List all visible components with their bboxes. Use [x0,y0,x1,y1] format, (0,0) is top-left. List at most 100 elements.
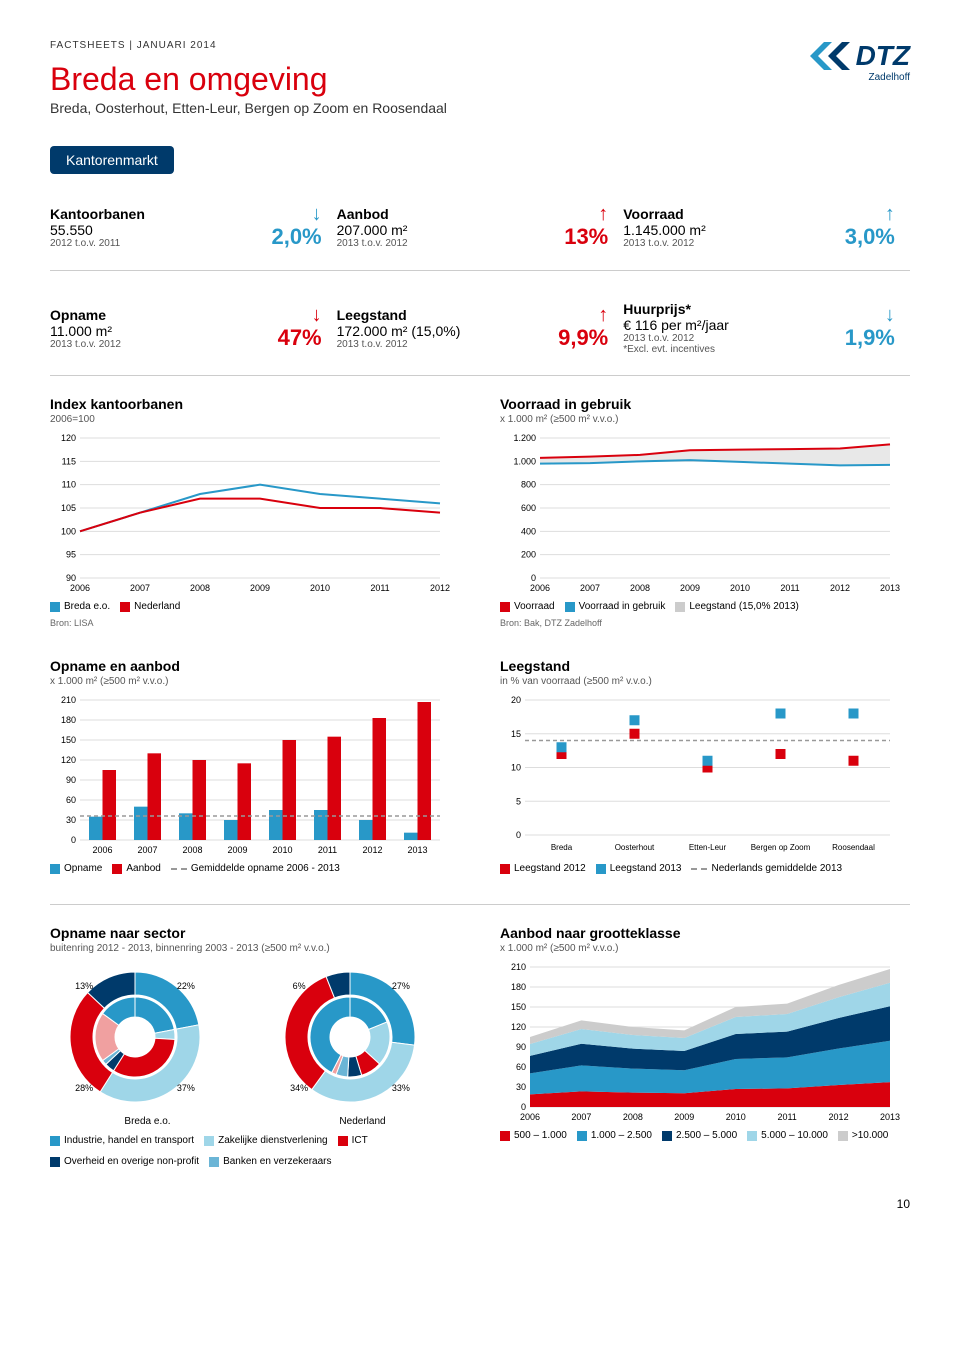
svg-text:150: 150 [61,735,76,745]
svg-text:6%: 6% [293,981,306,991]
header: FACTSHEETS | JANUARI 2014 Breda en omgev… [50,40,910,116]
svg-text:150: 150 [511,1002,526,1012]
eyebrow: FACTSHEETS | JANUARI 2014 [50,40,810,51]
svg-text:120: 120 [61,433,76,443]
svg-text:10: 10 [511,763,521,773]
metric-sub: 2013 t.o.v. 2012 [337,339,558,350]
svg-text:90: 90 [516,1042,526,1052]
page-subtitle: Breda, Oosterhout, Etten-Leur, Bergen op… [50,100,810,116]
svg-text:2013: 2013 [880,1112,900,1122]
metric-label: Aanbod [337,206,565,222]
arrow-icon: ↑ [845,204,895,224]
svg-text:2010: 2010 [730,583,750,593]
svg-text:30: 30 [66,815,76,825]
svg-text:120: 120 [511,1022,526,1032]
header-text: FACTSHEETS | JANUARI 2014 Breda en omgev… [50,40,810,116]
svg-text:2011: 2011 [318,845,337,855]
svg-text:27%: 27% [392,981,410,991]
arrow-icon: ↑ [564,204,608,224]
line-chart: 02004006008001.0001.20020062007200820092… [500,433,900,593]
svg-text:2011: 2011 [780,583,799,593]
svg-text:115: 115 [62,456,76,466]
arrow-icon: ↓ [845,305,895,325]
donut-chart-nederland: 27%33%34%6% [265,962,435,1112]
chart-opname-aanbod: Opname en aanbod x 1.000 m² (≥500 m² v.v… [50,658,460,874]
svg-text:2006: 2006 [520,1112,540,1122]
page-title: Breda en omgeving [50,61,810,98]
legend: Breda e.o.Nederland [50,601,460,612]
metric-value: 11.000 m² [50,323,278,339]
chart-index-kantoorbanen: Index kantoorbanen 2006=100 909510010511… [50,396,460,628]
svg-text:120: 120 [61,755,76,765]
svg-text:2012: 2012 [830,583,850,593]
metric-sub: 2012 t.o.v. 2011 [50,238,271,249]
arrow-icon: ↑ [558,305,608,325]
svg-text:2007: 2007 [130,583,150,593]
svg-text:90: 90 [66,573,76,583]
separator [50,375,910,376]
metric-card: Huurprijs* € 116 per m²/jaar 2013 t.o.v.… [623,291,910,365]
separator [50,904,910,905]
svg-text:Bergen op Zoom: Bergen op Zoom [751,843,811,852]
metrics-grid: Kantoorbanen 55.550 2012 t.o.v. 2011 ↓ 2… [50,194,910,365]
svg-text:5: 5 [516,796,521,806]
svg-text:210: 210 [511,962,526,972]
metric-sub: 2013 t.o.v. 2012 [623,333,844,344]
metric-card: Leegstand 172.000 m² (15,0%) 2013 t.o.v.… [337,291,624,365]
svg-text:400: 400 [521,526,536,536]
svg-text:Oosterhout: Oosterhout [615,843,655,852]
legend: Leegstand 2012 Leegstand 2013 Nederlands… [500,863,910,874]
svg-text:2009: 2009 [674,1112,694,1122]
svg-text:210: 210 [61,695,76,705]
metric-label: Opname [50,307,278,323]
svg-text:2009: 2009 [250,583,270,593]
svg-text:20: 20 [511,695,521,705]
svg-text:95: 95 [66,550,76,560]
svg-text:1.200: 1.200 [513,433,536,443]
svg-text:2006: 2006 [70,583,90,593]
page-number: 10 [50,1197,910,1211]
svg-text:33%: 33% [392,1083,410,1093]
legend: VoorraadVoorraad in gebruikLeegstand (15… [500,601,910,612]
metric-sub: 2013 t.o.v. 2012 [337,238,565,249]
area-chart: 0306090120150180210200620072008200920102… [500,962,900,1122]
section-tag: Kantorenmarkt [50,146,174,174]
svg-text:800: 800 [521,480,536,490]
metric-value: 207.000 m² [337,222,565,238]
svg-text:1.000: 1.000 [513,456,536,466]
svg-text:2010: 2010 [272,845,292,855]
metric-label: Kantoorbanen [50,206,271,222]
metric-pct: 3,0% [845,224,895,250]
svg-text:2010: 2010 [726,1112,746,1122]
point-chart: 05101520BredaOosterhoutEtten-LeurBergen … [500,695,900,855]
svg-text:110: 110 [62,480,76,490]
svg-text:200: 200 [521,550,536,560]
logo-text: DTZ [856,40,910,72]
svg-text:2007: 2007 [137,845,157,855]
bar-chart: 0306090120150180210200620072008200920102… [50,695,450,855]
svg-text:60: 60 [516,1062,526,1072]
svg-text:Roosendaal: Roosendaal [832,843,875,852]
svg-text:30: 30 [516,1082,526,1092]
svg-text:2008: 2008 [190,583,210,593]
svg-text:2008: 2008 [623,1112,643,1122]
svg-text:2009: 2009 [227,845,247,855]
donut-chart-breda: 22%37%28%13% [50,962,220,1112]
metric-card: Kantoorbanen 55.550 2012 t.o.v. 2011 ↓ 2… [50,194,337,260]
metric-card: Voorraad 1.145.000 m² 2013 t.o.v. 2012 ↑… [623,194,910,260]
svg-text:13%: 13% [75,981,93,991]
svg-text:2007: 2007 [571,1112,591,1122]
svg-text:60: 60 [66,795,76,805]
metric-label: Huurprijs* [623,301,844,317]
svg-text:0: 0 [516,830,521,840]
svg-text:28%: 28% [75,1083,93,1093]
metric-pct: 47% [278,325,322,351]
chart-opname-sector: Opname naar sector buitenring 2012 - 201… [50,925,460,1167]
metric-sub: 2013 t.o.v. 2012 [623,238,844,249]
svg-text:Etten-Leur: Etten-Leur [689,843,727,852]
svg-text:2010: 2010 [310,583,330,593]
legend: Opname Aanbod Gemiddelde opname 2006 - 2… [50,863,460,874]
metric-card: Aanbod 207.000 m² 2013 t.o.v. 2012 ↑ 13% [337,194,624,260]
svg-text:2011: 2011 [370,583,389,593]
svg-text:2013: 2013 [407,845,427,855]
